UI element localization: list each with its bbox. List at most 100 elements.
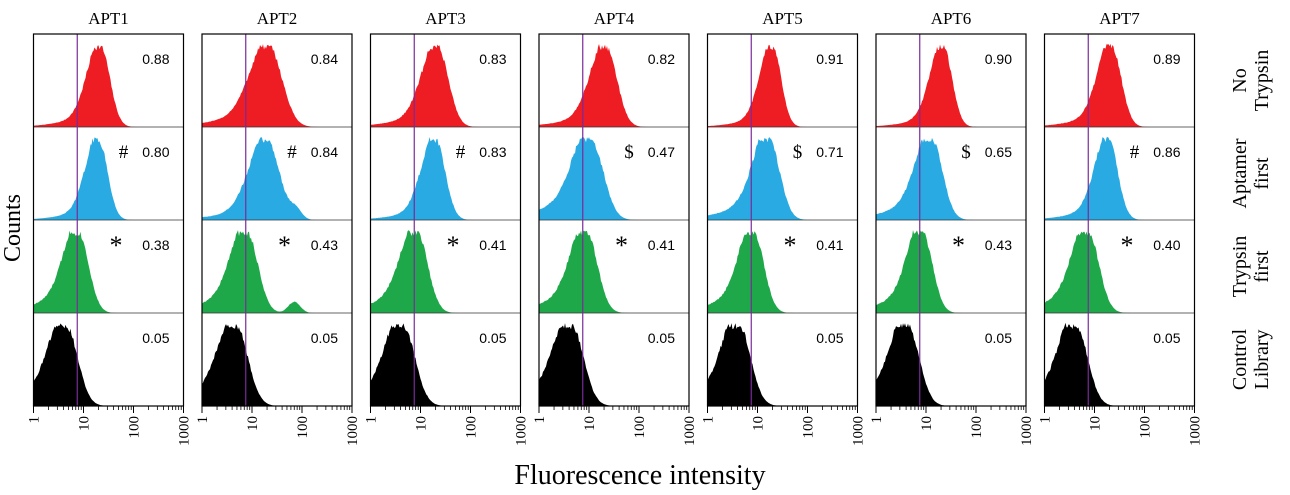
mfi-value: 0.41: [648, 237, 675, 253]
panel-7: APT7 0.89 0.86 #0.40 * 0.05 1 10 100 1000: [1038, 9, 1204, 446]
panel-frame: [369, 33, 522, 407]
panel-1: APT1 0.88 0.80 #0.38 * 0.05 1 10 100 1000: [27, 9, 193, 446]
panel-2: APT2 0.84 0.84 #0.43 * 0.05 1 10 100 1000: [195, 9, 361, 446]
mfi-value: 0.84: [311, 51, 338, 67]
mfi-value: 0.05: [1153, 330, 1180, 346]
panel-frame: [538, 33, 690, 407]
mfi-value: 0.71: [816, 144, 843, 160]
panel-frame: [32, 33, 185, 407]
x-tick-label: 100: [1138, 416, 1154, 439]
panel-frame: [201, 33, 353, 407]
significance-mark: *: [1121, 231, 1134, 260]
histogram-3: [1044, 231, 1195, 313]
condition-label-line: Library: [1251, 330, 1273, 390]
condition-label-line: first: [1251, 250, 1273, 283]
histogram-1: [1044, 43, 1195, 127]
x-tick-label: 100: [464, 416, 480, 439]
significance-mark: #: [119, 142, 129, 163]
histogram-2: [707, 137, 858, 220]
histogram-2: [33, 137, 184, 220]
histogram-4: [370, 323, 521, 406]
mfi-value: 0.38: [142, 237, 169, 253]
panel-title: APT1: [88, 9, 129, 28]
significance-mark: *: [447, 231, 460, 260]
histogram-3: [370, 230, 521, 313]
mfi-value: 0.05: [648, 330, 675, 346]
condition-label-line: Trypsin: [1251, 50, 1273, 112]
mfi-value: 0.05: [816, 330, 843, 346]
panel-6: APT6 0.90 0.65 $0.43 * 0.05 1 10 100 1000: [869, 9, 1035, 446]
panel-title: APT3: [425, 9, 466, 28]
significance-mark: $: [624, 142, 634, 163]
x-tick-label: 1000: [1019, 416, 1035, 446]
condition-label: Control Library: [1229, 329, 1273, 391]
histogram-3: [539, 230, 689, 313]
histogram-4: [539, 323, 689, 406]
panel-title: APT4: [594, 9, 635, 28]
mfi-value: 0.90: [985, 51, 1012, 67]
histogram-1: [370, 44, 521, 127]
significance-mark: $: [793, 142, 803, 163]
histogram-3: [707, 231, 858, 313]
histogram-2: [539, 137, 689, 220]
histogram-2: [1044, 137, 1195, 220]
x-tick-label: 1000: [514, 416, 530, 446]
condition-label-line: Aptamer: [1229, 138, 1251, 208]
x-tick-label: 1: [869, 416, 885, 424]
mfi-value: 0.41: [816, 237, 843, 253]
x-tick-label: 10: [77, 416, 93, 431]
histogram-1: [707, 44, 858, 127]
mfi-value: 0.40: [1153, 237, 1180, 253]
mfi-value: 0.80: [142, 144, 169, 160]
condition-label: Trypsin first: [1229, 236, 1273, 298]
x-tick-label: 1000: [177, 416, 193, 446]
x-tick-label: 10: [414, 416, 430, 431]
panel-5: APT5 0.91 0.71 $0.41 * 0.05 1 10 100 1000: [701, 9, 867, 446]
histogram-1: [33, 45, 184, 127]
mfi-value: 0.88: [142, 51, 169, 67]
significance-mark: #: [287, 142, 297, 163]
condition-label-line: Control: [1229, 329, 1251, 391]
histogram-1: [202, 44, 352, 127]
panel-3: APT3 0.83 0.83 #0.41 * 0.05 1 10 100 1000: [364, 9, 530, 446]
panel-frame: [875, 33, 1027, 407]
mfi-value: 0.86: [1153, 144, 1180, 160]
significance-mark: *: [952, 231, 965, 260]
x-tick-label: 1000: [1188, 416, 1204, 446]
mfi-value: 0.43: [311, 237, 338, 253]
mfi-value: 0.05: [985, 330, 1012, 346]
mfi-value: 0.05: [311, 330, 338, 346]
x-tick-label: 100: [969, 416, 985, 439]
panels-layer: APT1 0.88 0.80 #0.38 * 0.05 1 10 100 1000 APT2 0.84…: [27, 9, 1204, 446]
histogram-3: [876, 230, 1026, 313]
panel-frame: [706, 33, 859, 407]
histogram-4: [33, 323, 184, 406]
x-tick-label: 10: [919, 416, 935, 431]
x-tick-label: 1000: [345, 416, 361, 446]
mfi-value: 0.82: [648, 51, 675, 67]
condition-label-line: Trypsin: [1229, 236, 1251, 298]
panel-title: APT5: [762, 9, 803, 28]
x-tick-label: 10: [751, 416, 767, 431]
x-axis-label: Fluorescence intensity: [514, 460, 765, 491]
mfi-value: 0.41: [479, 237, 506, 253]
condition-label-line: first: [1251, 157, 1273, 190]
mfi-value: 0.65: [985, 144, 1012, 160]
x-tick-label: 100: [801, 416, 817, 439]
x-tick-label: 1: [701, 416, 717, 424]
mfi-value: 0.89: [1153, 51, 1180, 67]
histogram-2: [370, 137, 521, 220]
panel-title: APT7: [1099, 9, 1140, 28]
histogram-2: [876, 137, 1026, 220]
x-tick-label: 1: [195, 416, 211, 424]
condition-label: Aptamer first: [1229, 138, 1273, 208]
mfi-value: 0.43: [985, 237, 1012, 253]
histogram-4: [707, 323, 858, 406]
histogram-4: [876, 323, 1026, 406]
panel-title: APT6: [931, 9, 972, 28]
x-tick-label: 100: [295, 416, 311, 439]
x-tick-label: 10: [582, 416, 598, 431]
significance-mark: #: [456, 142, 466, 163]
